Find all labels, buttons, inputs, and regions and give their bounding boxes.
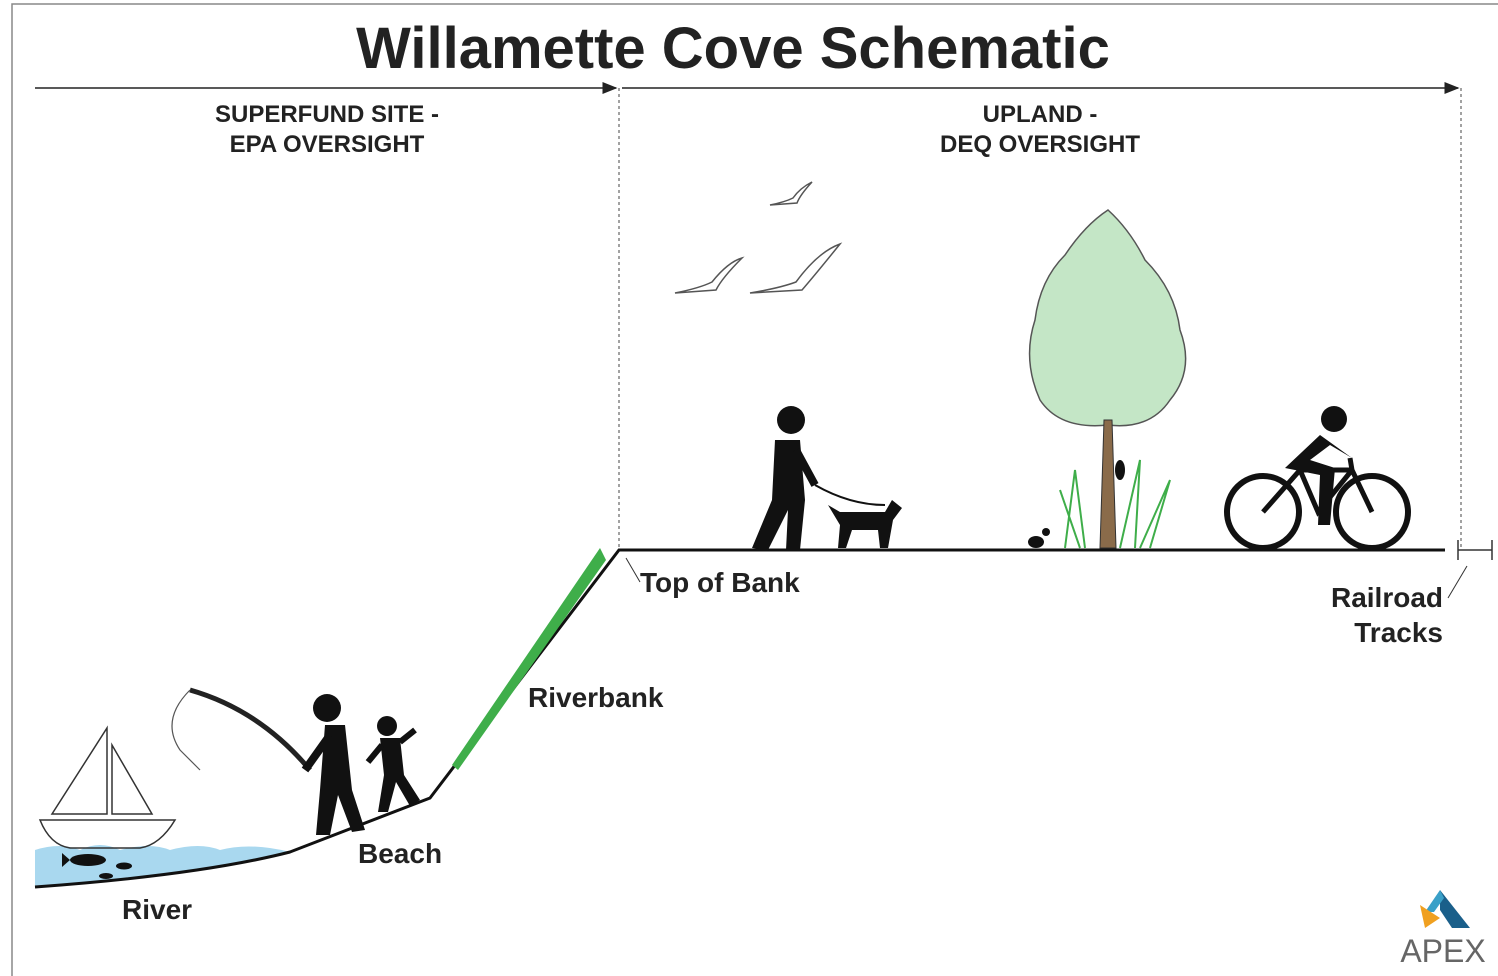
tree <box>1030 210 1186 548</box>
logo-mark <box>1420 890 1470 928</box>
schematic: Willamette Cove Schematic SUPERFUND SITE… <box>0 0 1498 976</box>
leader <box>1448 566 1467 598</box>
fisherman <box>172 690 365 835</box>
title: Willamette Cove Schematic <box>356 16 1110 81</box>
water <box>35 845 290 887</box>
site-label: Railroad <box>1331 582 1443 613</box>
section-label: DEQ OVERSIGHT <box>940 131 1140 158</box>
site-label: Tracks <box>1354 617 1443 648</box>
birds <box>675 182 840 293</box>
section-label: SUPERFUND SITE - <box>215 101 439 128</box>
grass <box>452 548 606 770</box>
site-label: Top of Bank <box>640 567 800 598</box>
railroad-symbol <box>1458 540 1492 560</box>
site-label: Riverbank <box>528 682 664 713</box>
dog-walker <box>752 406 902 550</box>
section-label: EPA OVERSIGHT <box>230 131 425 158</box>
site-label: Beach <box>358 838 442 869</box>
boat <box>40 728 175 848</box>
site-label: River <box>122 894 192 925</box>
child <box>368 716 420 812</box>
cyclist <box>1227 406 1408 548</box>
ground <box>35 550 1445 887</box>
logo-text: APEX <box>1400 933 1485 969</box>
section-label: UPLAND - <box>983 101 1098 128</box>
leader <box>626 558 640 582</box>
